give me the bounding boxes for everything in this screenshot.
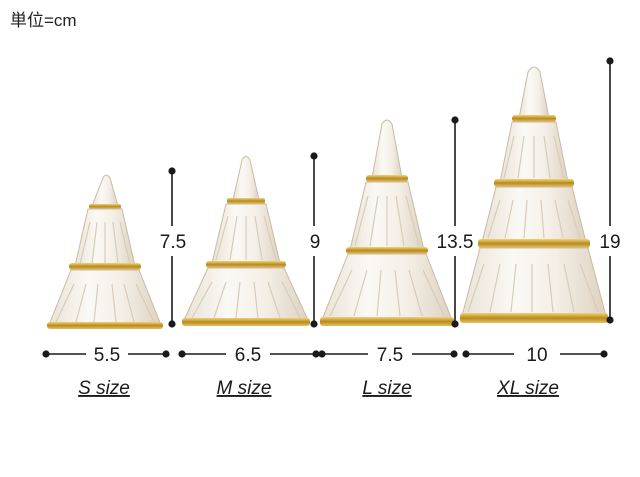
width-dimension-s: 5.5: [42, 345, 170, 366]
height-label-s: 7.5: [160, 232, 186, 253]
width-dimension-m: 6.5: [178, 345, 320, 366]
height-dimension-xl: 19: [599, 57, 621, 324]
width-label-xl: 10: [526, 345, 547, 366]
tree-l-image: [320, 119, 454, 326]
height-label-l: 13.5: [437, 232, 474, 253]
size-label-m: M size: [217, 378, 272, 399]
tree-s-image: [47, 174, 163, 329]
height-label-m: 9: [310, 232, 321, 253]
width-label-s: 5.5: [94, 345, 120, 366]
tree-m-image: [182, 156, 310, 326]
width-label-l: 7.5: [377, 345, 403, 366]
size-label-xl: XL size: [496, 378, 559, 399]
width-dimension-l: 7.5: [318, 345, 458, 366]
height-dimension-m: 9: [310, 152, 321, 328]
height-label-xl: 19: [599, 232, 620, 253]
width-dimension-xl: 10: [462, 345, 608, 366]
unit-label: 単位=cm: [10, 11, 77, 30]
height-dimension-s: 7.5: [160, 167, 186, 328]
height-dimension-l: 13.5: [437, 116, 474, 328]
width-label-m: 6.5: [235, 345, 261, 366]
tree-xl-image: [460, 66, 608, 323]
size-label-l: L size: [362, 378, 411, 399]
size-label-s: S size: [78, 378, 130, 399]
